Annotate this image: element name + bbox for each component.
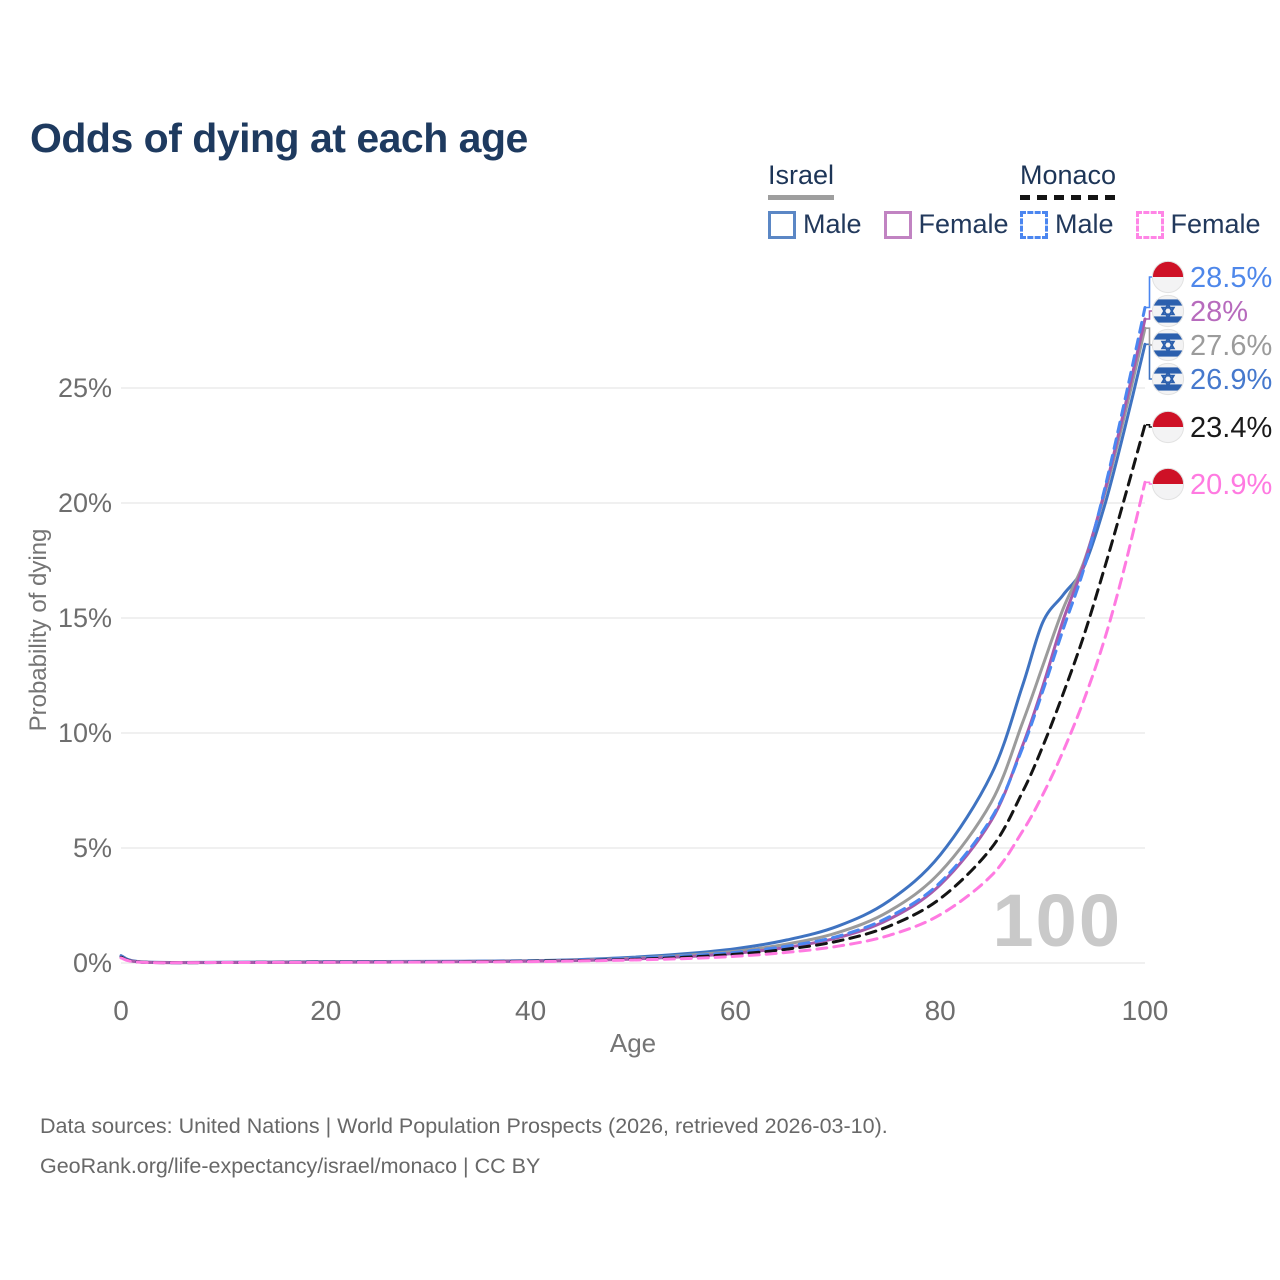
series-line-monaco_all[interactable]: [119, 423, 1147, 965]
chart-area[interactable]: 0% 5% 10% 15% 20% 25% 0 20 40 60 80 100 Age Probabili…: [0, 230, 1280, 1060]
svg-text:40: 40: [515, 995, 546, 1026]
svg-text:Probability of dying: Probability of dying: [25, 529, 52, 732]
svg-text:5%: 5%: [73, 833, 112, 863]
monaco-female-swatch[interactable]: [1135, 210, 1164, 239]
svg-text:25%: 25%: [58, 373, 112, 403]
mortality-line-chart[interactable]: 0% 5% 10% 15% 20% 25% 0 20 40 60 80 100 Age Probabili…: [0, 230, 1280, 1060]
svg-text:20: 20: [310, 995, 341, 1026]
legend-group-israel: Israel Male Female: [768, 160, 1009, 240]
series-line-israel_female[interactable]: [119, 317, 1147, 965]
series-line-monaco_female[interactable]: [119, 480, 1147, 965]
data-sources-text: Data sources: United Nations | World Pop…: [40, 1114, 888, 1138]
monaco-flag-icon: [1151, 260, 1185, 294]
legend-item-monaco-male[interactable]: Male: [1020, 209, 1114, 240]
israel-female-swatch[interactable]: [883, 210, 912, 239]
legend-item-monaco-female[interactable]: Female: [1135, 209, 1261, 240]
monaco-flag-icon: [1151, 467, 1185, 501]
israel-flag-icon: [1151, 362, 1185, 396]
end-value-label-monaco_female: 20.9%: [1190, 469, 1272, 501]
end-value-label-monaco_male: 28.5%: [1190, 262, 1272, 294]
legend-title-israel: Israel: [768, 160, 835, 200]
israel-underline-swatch: [768, 195, 835, 200]
svg-text:0: 0: [113, 995, 129, 1026]
israel-flag-icon: [1151, 294, 1185, 328]
israel-male-swatch[interactable]: [768, 210, 796, 239]
monaco-flag-icon: [1151, 410, 1185, 444]
end-value-label-israel_female: 28%: [1190, 296, 1248, 328]
attribution-link-text: GeoRank.org/life-expectancy/israel/monac…: [40, 1154, 541, 1178]
svg-text:Age: Age: [610, 1028, 656, 1058]
series-line-israel_all[interactable]: [119, 326, 1147, 965]
legend-group-monaco: Monaco Male Female: [1020, 160, 1261, 240]
israel-flag-icon: [1151, 328, 1185, 362]
monaco-underline-swatch: [1020, 195, 1117, 200]
svg-text:0%: 0%: [73, 948, 112, 978]
svg-text:60: 60: [720, 995, 751, 1026]
legend-title-monaco: Monaco: [1020, 160, 1117, 200]
page-title: Odds of dying at each age: [30, 115, 528, 162]
svg-text:20%: 20%: [58, 488, 112, 518]
monaco-male-swatch[interactable]: [1020, 210, 1048, 239]
svg-text:100: 100: [1122, 995, 1169, 1026]
legend-item-israel-male[interactable]: Male: [768, 209, 862, 240]
svg-text:10%: 10%: [58, 718, 112, 748]
end-value-label-monaco_all: 23.4%: [1190, 412, 1272, 444]
svg-text:80: 80: [925, 995, 956, 1026]
end-value-label-israel_male: 26.9%: [1190, 364, 1272, 396]
series-line-monaco_male[interactable]: [119, 306, 1147, 965]
svg-text:15%: 15%: [58, 603, 112, 633]
series-line-israel_male[interactable]: [119, 342, 1147, 965]
footer: Data sources: United Nations | World Pop…: [40, 1106, 888, 1186]
legend-item-israel-female[interactable]: Female: [883, 209, 1009, 240]
legend: Israel Male Female Monaco Male: [0, 160, 1280, 250]
age-watermark: 100: [993, 879, 1122, 962]
end-value-label-israel_all: 27.6%: [1190, 330, 1272, 362]
